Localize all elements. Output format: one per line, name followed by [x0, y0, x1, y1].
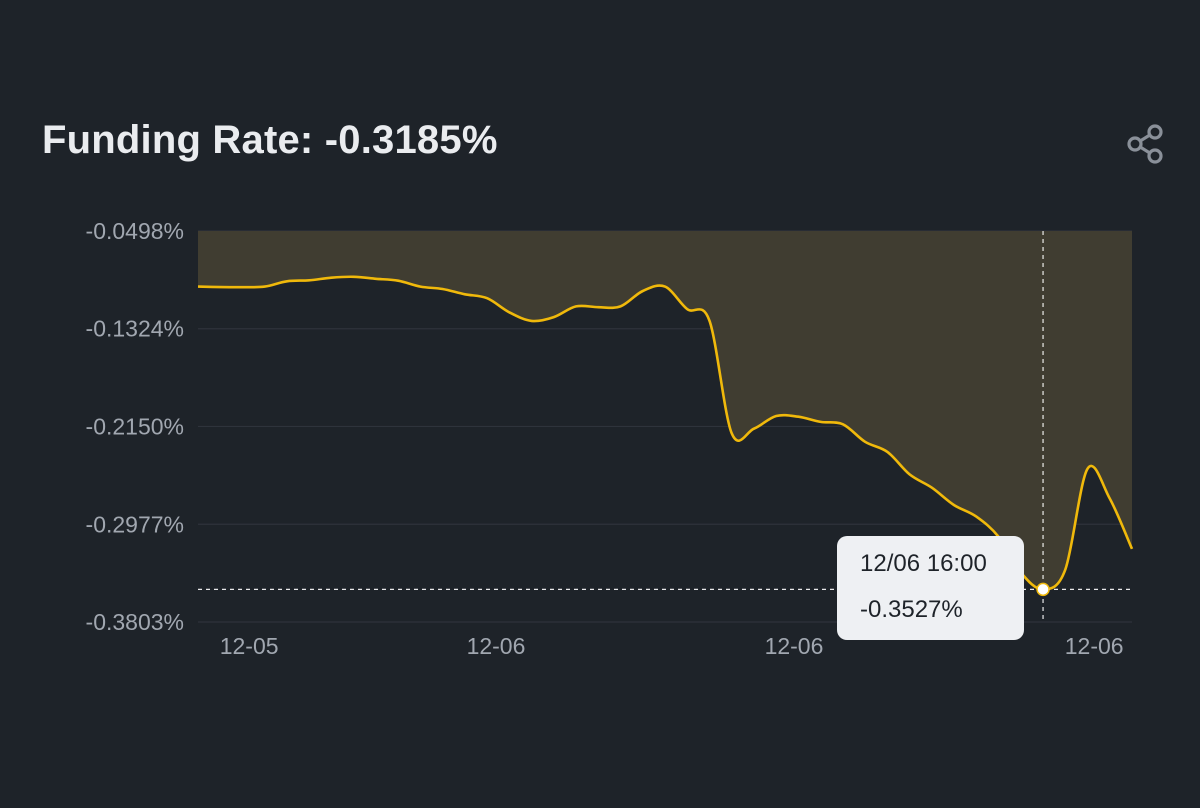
- y-tick-label: -0.1324%: [86, 316, 184, 342]
- highlight-point: [1036, 582, 1050, 597]
- y-tick-label: -0.3803%: [86, 609, 184, 635]
- y-tick-label: -0.2150%: [86, 413, 184, 439]
- area-fill: [198, 231, 1132, 590]
- tooltip-value: -0.3527%: [860, 596, 963, 623]
- x-tick-label: 12-05: [220, 633, 279, 659]
- x-tick-label: 12-06: [1065, 633, 1124, 659]
- y-tick-label: -0.0498%: [86, 218, 184, 244]
- share-icon: [1127, 124, 1163, 164]
- chart-tooltip: 12/06 16:00 -0.3527%: [837, 536, 1024, 640]
- series-line: [197, 275, 1134, 591]
- share-button[interactable]: [1122, 120, 1170, 168]
- tooltip-time: 12/06 16:00: [860, 550, 987, 577]
- x-tick-label: 12-06: [765, 633, 824, 659]
- page-title: Funding Rate: -0.3185%: [42, 118, 498, 162]
- y-tick-label: -0.2977%: [86, 511, 184, 537]
- x-tick-label: 12-06: [467, 633, 526, 659]
